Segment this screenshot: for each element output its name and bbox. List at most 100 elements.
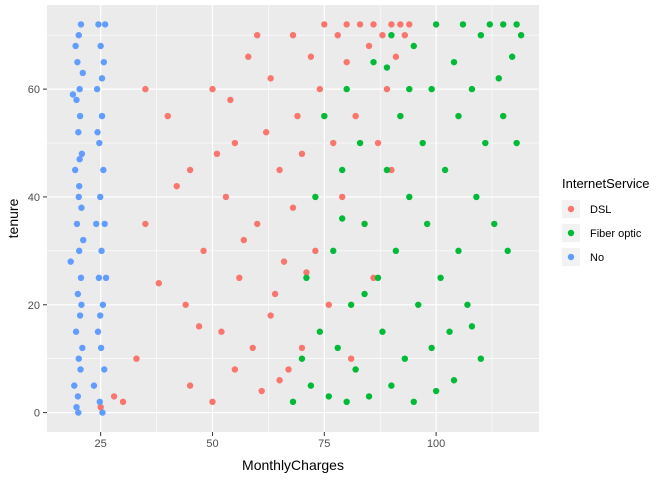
point-no — [71, 166, 79, 174]
point-dsl — [325, 301, 332, 308]
point-fiber-optic — [388, 382, 395, 389]
y-tick-label: 40 — [28, 192, 40, 204]
point-no — [101, 220, 108, 228]
point-fiber-optic — [410, 398, 417, 406]
point-fiber-optic — [419, 139, 426, 147]
point-dsl — [195, 323, 203, 330]
point-fiber-optic — [392, 247, 400, 255]
point-dsl — [339, 193, 346, 201]
point-dsl — [155, 279, 163, 287]
point-dsl — [236, 274, 243, 282]
point-fiber-optic — [459, 21, 467, 28]
point-dsl — [209, 398, 216, 406]
point-dsl — [303, 269, 310, 276]
point-fiber-optic — [468, 85, 476, 93]
plot-panel — [47, 5, 539, 432]
point-fiber-optic — [370, 58, 377, 66]
point-dsl — [347, 355, 355, 362]
point-fiber-optic — [339, 215, 346, 222]
point-fiber-optic — [388, 31, 395, 39]
point-fiber-optic — [500, 21, 507, 28]
point-fiber-optic — [383, 166, 391, 174]
point-fiber-optic — [437, 274, 444, 282]
point-fiber-optic — [477, 31, 485, 39]
point-dsl — [276, 166, 283, 174]
point-no — [78, 150, 86, 158]
point-dsl — [119, 398, 127, 406]
point-no — [98, 247, 105, 255]
point-fiber-optic — [365, 393, 373, 400]
point-fiber-optic — [312, 193, 319, 201]
x-axis-title: MonthlyCharges — [242, 457, 344, 473]
point-fiber-optic — [316, 328, 324, 335]
point-fiber-optic — [428, 85, 435, 93]
point-fiber-optic — [303, 274, 310, 282]
point-dsl — [330, 139, 337, 147]
point-dsl — [356, 21, 364, 28]
point-fiber-optic — [406, 85, 413, 93]
point-no — [97, 193, 104, 201]
point-fiber-optic — [352, 366, 359, 373]
point-dsl — [276, 377, 283, 384]
y-tick-label: 0 — [34, 408, 40, 420]
point-no — [74, 290, 82, 298]
point-fiber-optic — [410, 42, 417, 50]
point-dsl — [262, 129, 270, 136]
point-dsl — [289, 31, 297, 39]
point-fiber-optic — [321, 112, 328, 120]
point-fiber-optic — [397, 112, 404, 120]
point-fiber-optic — [504, 247, 511, 255]
point-dsl — [271, 290, 279, 298]
point-no — [77, 21, 85, 28]
point-no — [76, 182, 83, 190]
point-dsl — [294, 112, 301, 120]
y-tick-label: 60 — [28, 84, 40, 96]
point-dsl — [352, 112, 359, 120]
point-dsl — [200, 247, 207, 255]
point-fiber-optic — [423, 220, 431, 228]
point-no — [95, 274, 103, 282]
point-no — [75, 31, 82, 39]
point-no — [98, 112, 106, 120]
point-fiber-optic — [455, 247, 462, 255]
x-tick-label: 75 — [318, 438, 330, 450]
point-dsl — [209, 85, 216, 93]
point-dsl — [254, 31, 261, 39]
point-no — [77, 366, 84, 373]
y-axis-ticks: 0 20 40 60 — [28, 84, 47, 420]
point-dsl — [406, 21, 413, 28]
point-no — [76, 85, 83, 93]
point-fiber-optic — [356, 139, 364, 147]
point-no — [80, 236, 87, 244]
point-dsl — [370, 274, 377, 282]
point-dsl — [254, 220, 261, 228]
point-fiber-optic — [289, 398, 297, 406]
point-no — [97, 312, 104, 319]
point-no — [101, 21, 109, 28]
point-no — [100, 166, 107, 174]
point-dsl — [343, 58, 350, 66]
point-no — [100, 58, 108, 66]
point-no — [79, 344, 86, 352]
point-no — [74, 58, 81, 66]
point-no — [98, 75, 106, 82]
point-fiber-optic — [330, 247, 337, 255]
legend-label: DSL — [590, 204, 611, 216]
point-dsl — [374, 139, 382, 147]
point-fiber-optic — [334, 344, 341, 352]
legend-label: No — [590, 252, 604, 264]
point-dsl — [267, 312, 274, 319]
point-no — [74, 393, 82, 400]
x-tick-label: 100 — [427, 438, 445, 450]
point-dsl — [249, 344, 256, 352]
point-dsl — [312, 247, 319, 255]
legend-title: InternetService — [562, 176, 649, 191]
point-no — [95, 21, 102, 28]
point-fiber-optic — [464, 301, 471, 308]
point-fiber-optic — [508, 53, 516, 60]
point-dsl — [321, 21, 328, 28]
point-fiber-optic — [455, 112, 462, 120]
point-dsl — [186, 166, 194, 174]
point-fiber-optic — [486, 21, 493, 28]
point-fiber-optic — [491, 220, 498, 228]
